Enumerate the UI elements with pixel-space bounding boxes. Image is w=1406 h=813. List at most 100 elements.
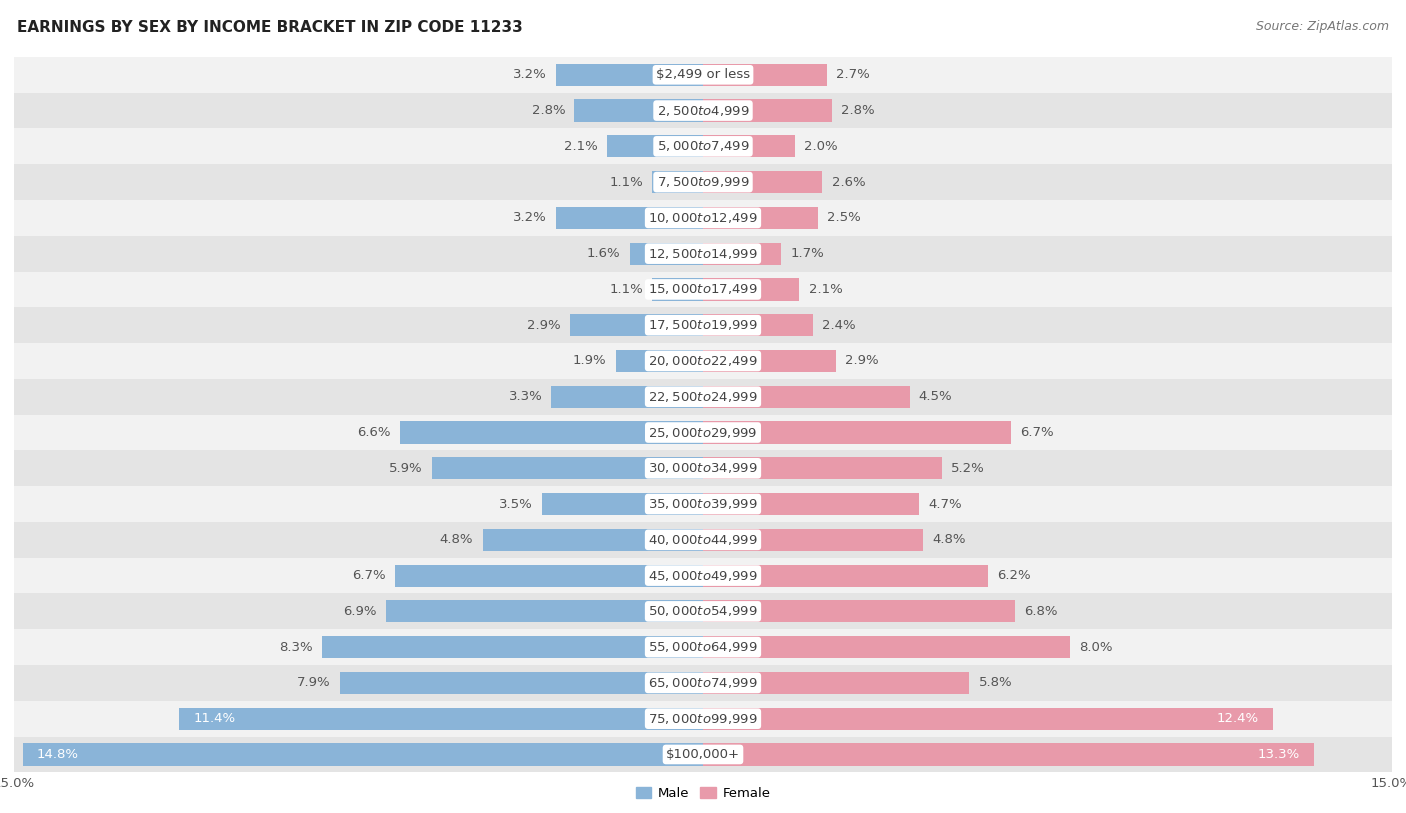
Bar — [630, 242, 703, 265]
Bar — [703, 600, 1015, 623]
Bar — [703, 528, 924, 551]
Bar — [340, 672, 703, 694]
Text: $30,000 to $34,999: $30,000 to $34,999 — [648, 461, 758, 476]
Text: 8.0%: 8.0% — [1080, 641, 1114, 654]
Text: $2,500 to $4,999: $2,500 to $4,999 — [657, 103, 749, 118]
Bar — [14, 665, 1392, 701]
Bar — [703, 707, 1272, 730]
Bar — [703, 457, 942, 480]
Bar — [14, 701, 1392, 737]
Text: 2.6%: 2.6% — [831, 176, 865, 189]
Text: 4.8%: 4.8% — [440, 533, 474, 546]
Bar — [652, 278, 703, 301]
Bar — [703, 314, 813, 337]
Text: 8.3%: 8.3% — [278, 641, 312, 654]
Bar — [606, 135, 703, 158]
Bar — [703, 385, 910, 408]
Text: $15,000 to $17,499: $15,000 to $17,499 — [648, 282, 758, 297]
Bar — [399, 421, 703, 444]
Text: $65,000 to $74,999: $65,000 to $74,999 — [648, 676, 758, 690]
Bar — [14, 128, 1392, 164]
Text: 7.9%: 7.9% — [297, 676, 330, 689]
Text: 1.1%: 1.1% — [610, 176, 644, 189]
Text: 4.7%: 4.7% — [928, 498, 962, 511]
Bar — [14, 343, 1392, 379]
Bar — [14, 236, 1392, 272]
Bar — [14, 558, 1392, 593]
Bar — [432, 457, 703, 480]
Bar — [575, 99, 703, 122]
Bar — [703, 99, 831, 122]
Text: 3.5%: 3.5% — [499, 498, 533, 511]
Bar — [482, 528, 703, 551]
Bar — [703, 207, 818, 229]
Bar — [703, 171, 823, 193]
Text: $22,500 to $24,999: $22,500 to $24,999 — [648, 389, 758, 404]
Bar — [14, 379, 1392, 415]
Text: $50,000 to $54,999: $50,000 to $54,999 — [648, 604, 758, 619]
Bar — [652, 171, 703, 193]
Text: 2.7%: 2.7% — [837, 68, 870, 81]
Bar — [395, 564, 703, 587]
Bar — [703, 350, 837, 372]
Text: 14.8%: 14.8% — [37, 748, 79, 761]
Bar — [703, 564, 988, 587]
Text: 6.8%: 6.8% — [1025, 605, 1057, 618]
Text: 12.4%: 12.4% — [1216, 712, 1258, 725]
Text: $20,000 to $22,499: $20,000 to $22,499 — [648, 354, 758, 368]
Bar — [180, 707, 703, 730]
Bar — [703, 278, 800, 301]
Text: $7,500 to $9,999: $7,500 to $9,999 — [657, 175, 749, 189]
Text: 2.5%: 2.5% — [827, 211, 860, 224]
Text: 3.2%: 3.2% — [513, 68, 547, 81]
Bar — [14, 272, 1392, 307]
Text: EARNINGS BY SEX BY INCOME BRACKET IN ZIP CODE 11233: EARNINGS BY SEX BY INCOME BRACKET IN ZIP… — [17, 20, 523, 35]
Text: 6.9%: 6.9% — [343, 605, 377, 618]
Text: 6.2%: 6.2% — [997, 569, 1031, 582]
Bar — [24, 743, 703, 766]
Text: $40,000 to $44,999: $40,000 to $44,999 — [648, 533, 758, 547]
Bar — [616, 350, 703, 372]
Bar — [703, 636, 1070, 659]
Bar — [14, 93, 1392, 128]
Text: $17,500 to $19,999: $17,500 to $19,999 — [648, 318, 758, 333]
Bar — [14, 737, 1392, 772]
Bar — [555, 63, 703, 86]
Bar — [703, 421, 1011, 444]
Text: 5.9%: 5.9% — [389, 462, 423, 475]
Text: 6.7%: 6.7% — [1019, 426, 1053, 439]
Text: 11.4%: 11.4% — [193, 712, 235, 725]
Bar — [14, 307, 1392, 343]
Bar — [14, 593, 1392, 629]
Bar — [703, 493, 920, 515]
Text: 2.9%: 2.9% — [845, 354, 879, 367]
Text: 2.0%: 2.0% — [804, 140, 838, 153]
Bar — [387, 600, 703, 623]
Text: $100,000+: $100,000+ — [666, 748, 740, 761]
Text: 1.6%: 1.6% — [586, 247, 620, 260]
Bar — [551, 385, 703, 408]
Bar — [703, 743, 1313, 766]
Bar — [703, 63, 827, 86]
Text: 6.6%: 6.6% — [357, 426, 391, 439]
Bar — [14, 164, 1392, 200]
Text: 2.8%: 2.8% — [841, 104, 875, 117]
Text: 2.1%: 2.1% — [564, 140, 598, 153]
Text: $25,000 to $29,999: $25,000 to $29,999 — [648, 425, 758, 440]
Bar — [569, 314, 703, 337]
Text: $5,000 to $7,499: $5,000 to $7,499 — [657, 139, 749, 154]
Text: 5.2%: 5.2% — [950, 462, 984, 475]
Text: $35,000 to $39,999: $35,000 to $39,999 — [648, 497, 758, 511]
Bar — [703, 672, 969, 694]
Bar — [543, 493, 703, 515]
Text: $12,500 to $14,999: $12,500 to $14,999 — [648, 246, 758, 261]
Legend: Male, Female: Male, Female — [630, 781, 776, 805]
Text: $10,000 to $12,499: $10,000 to $12,499 — [648, 211, 758, 225]
Text: 3.2%: 3.2% — [513, 211, 547, 224]
Text: 5.8%: 5.8% — [979, 676, 1012, 689]
Bar — [14, 629, 1392, 665]
Bar — [703, 242, 782, 265]
Text: 1.7%: 1.7% — [790, 247, 824, 260]
Text: 2.8%: 2.8% — [531, 104, 565, 117]
Text: 2.9%: 2.9% — [527, 319, 561, 332]
